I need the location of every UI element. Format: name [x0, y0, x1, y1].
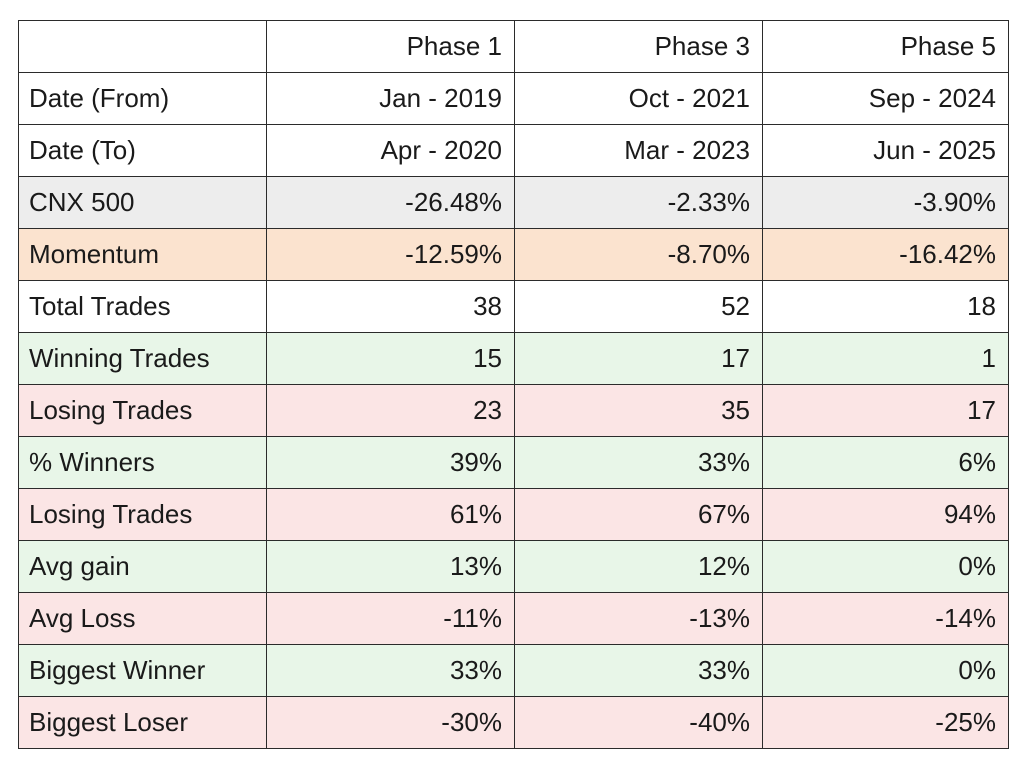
- table-row: Winning Trades 15 17 1: [18, 332, 1009, 385]
- row-label: Date (From): [18, 72, 267, 125]
- cell-phase-1: 39%: [266, 436, 515, 489]
- table-row: Momentum -12.59% -8.70% -16.42%: [18, 228, 1009, 281]
- cell-phase-3: 67%: [514, 488, 763, 541]
- cell-phase-5: -16.42%: [762, 228, 1009, 281]
- table-row: Losing Trades 23 35 17: [18, 384, 1009, 437]
- table-row: Biggest Loser -30% -40% -25%: [18, 696, 1009, 749]
- row-label: Biggest Loser: [18, 696, 267, 749]
- cell-phase-1: -30%: [266, 696, 515, 749]
- table-row: Avg gain 13% 12% 0%: [18, 540, 1009, 593]
- phase-comparison-table-wrapper: Phase 1 Phase 3 Phase 5 Date (From) Jan …: [18, 20, 1009, 749]
- cell-phase-1: -11%: [266, 592, 515, 645]
- row-label: Losing Trades: [18, 384, 267, 437]
- cell-phase-3: 17: [514, 332, 763, 385]
- cell-phase-3: Oct - 2021: [514, 72, 763, 125]
- table-row: Date (To) Apr - 2020 Mar - 2023 Jun - 20…: [18, 124, 1009, 177]
- row-label: Avg Loss: [18, 592, 267, 645]
- cell-phase-3: 33%: [514, 644, 763, 697]
- cell-phase-5: 17: [762, 384, 1009, 437]
- cell-phase-3: 33%: [514, 436, 763, 489]
- cell-phase-5: 6%: [762, 436, 1009, 489]
- cell-phase-3: -8.70%: [514, 228, 763, 281]
- cell-phase-1: 23: [266, 384, 515, 437]
- cell-phase-3: -2.33%: [514, 176, 763, 229]
- cell-phase-5: -3.90%: [762, 176, 1009, 229]
- cell-phase-3: Mar - 2023: [514, 124, 763, 177]
- cell-phase-5: 0%: [762, 540, 1009, 593]
- table-row: % Winners 39% 33% 6%: [18, 436, 1009, 489]
- cell-phase-5: -25%: [762, 696, 1009, 749]
- cell-phase-5: Jun - 2025: [762, 124, 1009, 177]
- table-header-row: Phase 1 Phase 3 Phase 5: [18, 20, 1009, 73]
- cell-phase-1: Apr - 2020: [266, 124, 515, 177]
- cell-phase-3: -13%: [514, 592, 763, 645]
- table-row: Avg Loss -11% -13% -14%: [18, 592, 1009, 645]
- cell-phase-1: -26.48%: [266, 176, 515, 229]
- table-row: CNX 500 -26.48% -2.33% -3.90%: [18, 176, 1009, 229]
- cell-phase-1: 33%: [266, 644, 515, 697]
- table-row: Date (From) Jan - 2019 Oct - 2021 Sep - …: [18, 72, 1009, 125]
- cell-phase-1: 13%: [266, 540, 515, 593]
- row-label: CNX 500: [18, 176, 267, 229]
- header-phase-5: Phase 5: [762, 20, 1009, 73]
- row-label: % Winners: [18, 436, 267, 489]
- cell-phase-5: -14%: [762, 592, 1009, 645]
- cell-phase-5: 18: [762, 280, 1009, 333]
- cell-phase-5: 1: [762, 332, 1009, 385]
- row-label: Biggest Winner: [18, 644, 267, 697]
- cell-phase-3: 12%: [514, 540, 763, 593]
- cell-phase-5: 94%: [762, 488, 1009, 541]
- table-row: Biggest Winner 33% 33% 0%: [18, 644, 1009, 697]
- header-phase-1: Phase 1: [266, 20, 515, 73]
- cell-phase-3: 35: [514, 384, 763, 437]
- row-label: Momentum: [18, 228, 267, 281]
- cell-phase-1: Jan - 2019: [266, 72, 515, 125]
- cell-phase-3: 52: [514, 280, 763, 333]
- cell-phase-3: -40%: [514, 696, 763, 749]
- row-label: Total Trades: [18, 280, 267, 333]
- cell-phase-1: 15: [266, 332, 515, 385]
- row-label: Winning Trades: [18, 332, 267, 385]
- header-phase-3: Phase 3: [514, 20, 763, 73]
- row-label: Losing Trades: [18, 488, 267, 541]
- row-label: Avg gain: [18, 540, 267, 593]
- phase-comparison-table: Phase 1 Phase 3 Phase 5 Date (From) Jan …: [18, 20, 1009, 749]
- cell-phase-1: 38: [266, 280, 515, 333]
- cell-phase-5: 0%: [762, 644, 1009, 697]
- row-label: Date (To): [18, 124, 267, 177]
- header-corner-cell: [18, 20, 267, 73]
- cell-phase-5: Sep - 2024: [762, 72, 1009, 125]
- cell-phase-1: 61%: [266, 488, 515, 541]
- table-row: Total Trades 38 52 18: [18, 280, 1009, 333]
- table-row: Losing Trades 61% 67% 94%: [18, 488, 1009, 541]
- cell-phase-1: -12.59%: [266, 228, 515, 281]
